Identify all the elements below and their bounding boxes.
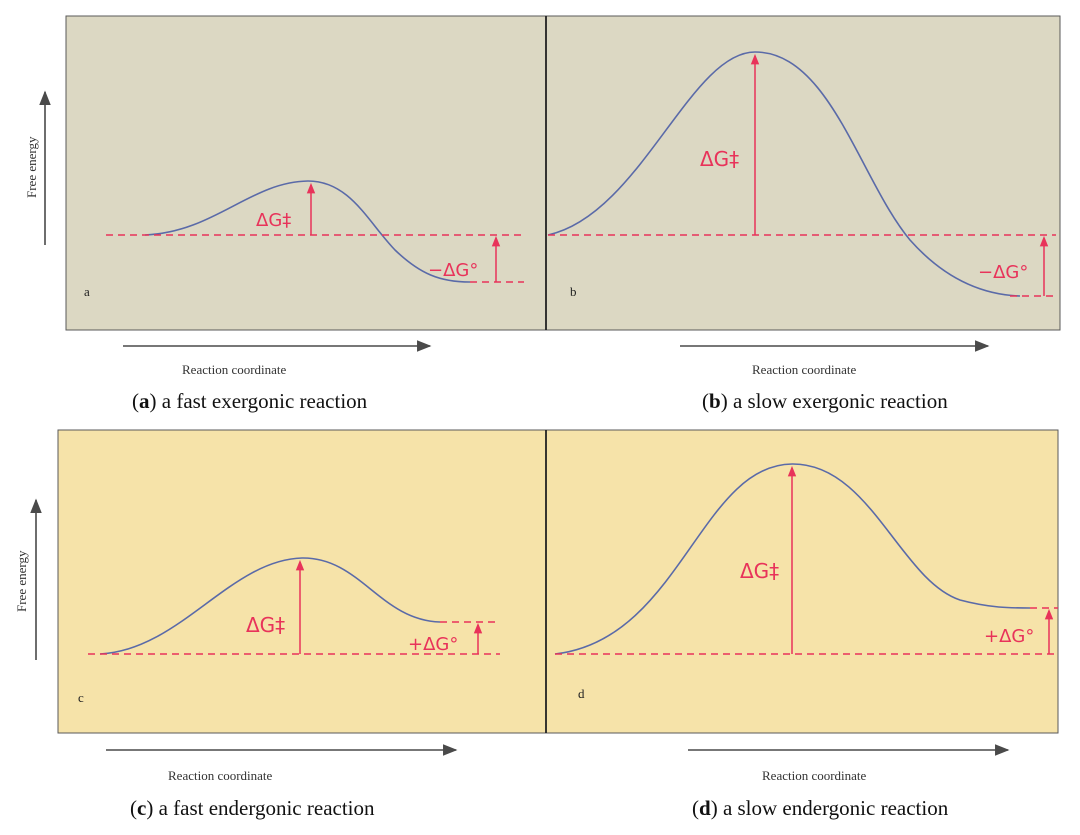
- panel-d-standard-label: +ΔG°: [984, 626, 1034, 647]
- x-axis-label-b: Reaction coordinate: [752, 362, 857, 377]
- panel-c-curve: [99, 557, 441, 655]
- panel-a-barrier-label: ΔG‡: [256, 210, 291, 231]
- panel-a-letter: a: [84, 284, 90, 299]
- panel-d-curve: [554, 463, 1031, 655]
- panel-a: ΔG‡ −ΔG° a: [84, 180, 524, 299]
- panel-b-letter: b: [570, 284, 577, 299]
- caption-c: (c) a fast endergonic reaction: [130, 796, 375, 820]
- x-axis-label-a: Reaction coordinate: [182, 362, 287, 377]
- caption-a: (a) a fast exergonic reaction: [132, 389, 368, 413]
- panel-c-barrier-label: ΔG‡: [246, 613, 285, 637]
- x-axis-label-d: Reaction coordinate: [762, 768, 867, 783]
- panel-c-background: [57, 429, 547, 734]
- panel-c-standard-label: +ΔG°: [408, 634, 458, 655]
- y-axis-label-top: Free energy: [24, 136, 39, 198]
- panel-b-standard-label: −ΔG°: [978, 262, 1028, 283]
- x-axis-label-c: Reaction coordinate: [168, 768, 273, 783]
- panel-c-letter: c: [78, 690, 84, 705]
- panel-d: ΔG‡ +ΔG° d: [554, 463, 1058, 701]
- y-axis-label-bottom: Free energy: [14, 550, 29, 612]
- panel-b: ΔG‡ −ΔG° b: [547, 51, 1056, 299]
- panel-c: ΔG‡ +ΔG° c: [78, 557, 500, 705]
- panel-a-standard-label: −ΔG°: [428, 260, 478, 281]
- panel-b-curve: [547, 51, 1021, 297]
- panel-a-background: [65, 15, 547, 331]
- panel-b-barrier-label: ΔG‡: [700, 147, 739, 171]
- panel-d-background: [545, 429, 1059, 734]
- caption-d: (d) a slow endergonic reaction: [692, 796, 949, 820]
- panel-d-letter: d: [578, 686, 585, 701]
- panel-d-barrier-label: ΔG‡: [740, 559, 779, 583]
- panel-a-curve: [144, 180, 471, 283]
- caption-b: (b) a slow exergonic reaction: [702, 389, 948, 413]
